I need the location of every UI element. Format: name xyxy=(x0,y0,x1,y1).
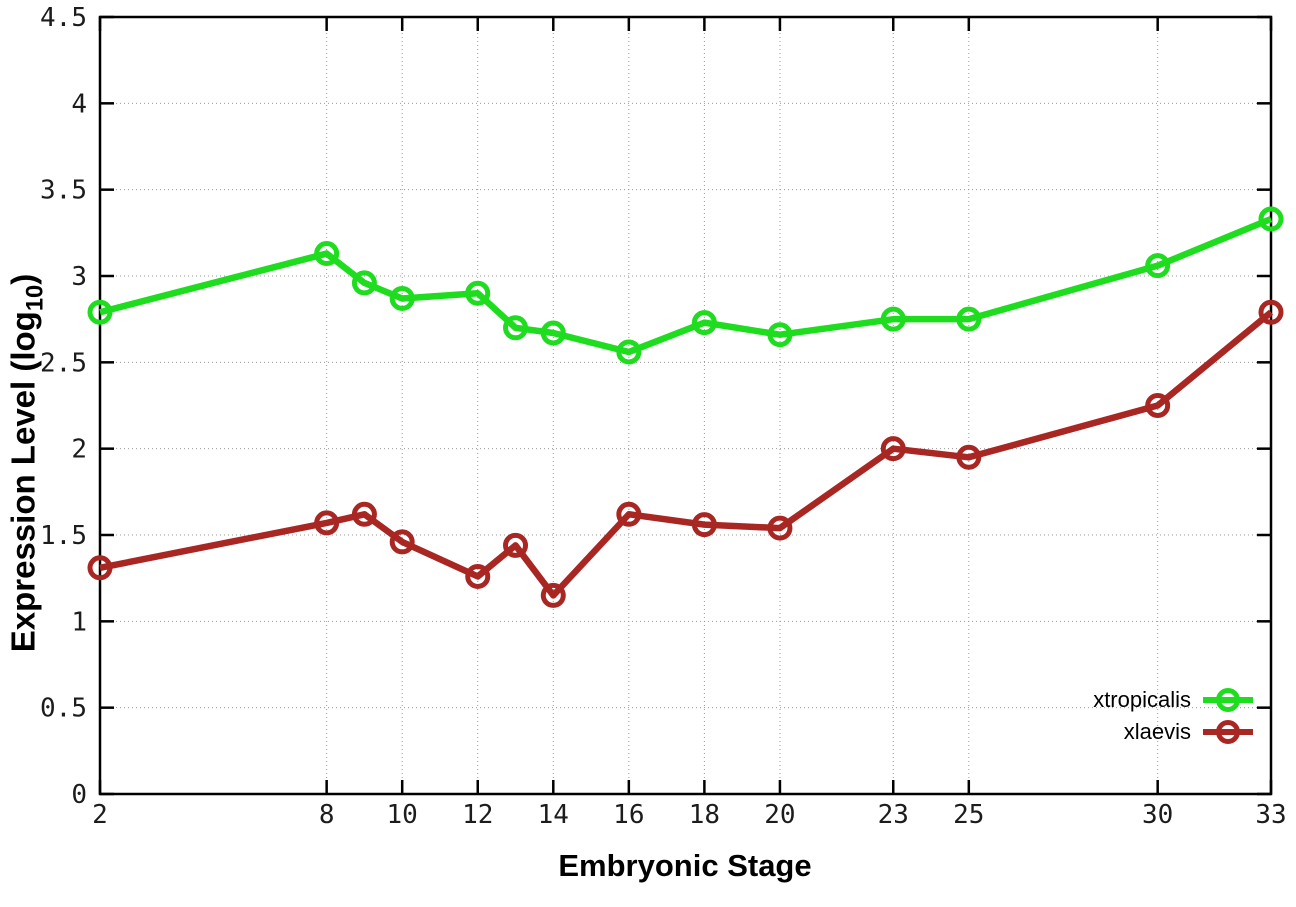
x-tick-label: 23 xyxy=(878,800,909,830)
data-point xyxy=(389,529,415,555)
data-point xyxy=(540,582,566,608)
x-tick-label: 2 xyxy=(92,800,108,830)
legend: xtropicalis xlaevis xyxy=(1093,684,1253,748)
legend-marker-xtropicalis xyxy=(1203,684,1253,716)
axis-tick-labels: 2 8 10 12 14 16 18 20 23 25 30 33 0 0.5 1 1.5 2 2.5 3 3.5 4 4… xyxy=(40,3,1287,830)
data-point xyxy=(503,532,529,558)
data-point xyxy=(389,285,415,311)
y-tick-label: 4 xyxy=(71,89,87,119)
x-tick-label: 33 xyxy=(1255,800,1286,830)
data-point xyxy=(351,270,377,296)
data-point xyxy=(351,501,377,527)
y-tick-label: 4.5 xyxy=(40,3,87,33)
data-point xyxy=(691,512,717,538)
y-tick-label: 3.5 xyxy=(40,176,87,206)
legend-label-xlaevis: xlaevis xyxy=(1123,719,1191,744)
x-tick-label: 16 xyxy=(613,800,644,830)
legend-circle-marker-icon xyxy=(1216,688,1240,712)
data-point xyxy=(956,444,982,470)
x-tick-label: 30 xyxy=(1142,800,1173,830)
data-point xyxy=(1258,206,1284,232)
legend-circle-marker-icon xyxy=(1216,720,1240,744)
data-point xyxy=(1145,393,1171,418)
y-axis-title-subscript: 10 xyxy=(21,284,49,312)
x-tick-label: 10 xyxy=(387,800,418,830)
data-point xyxy=(1145,253,1171,279)
y-tick-label: 1.5 xyxy=(40,521,87,551)
legend-row-xtropicalis: xtropicalis xyxy=(1093,684,1253,716)
y-axis-title-suffix: ) xyxy=(4,273,42,285)
data-point xyxy=(880,436,906,462)
legend-label-xtropicalis: xtropicalis xyxy=(1093,687,1191,712)
series-xtropicalis xyxy=(87,206,1284,365)
data-point xyxy=(87,555,113,581)
series-line-xlaevis xyxy=(99,309,1274,599)
data-point xyxy=(465,563,491,589)
axis-ticks xyxy=(98,15,1273,796)
x-axis-title: Embryonic Stage xyxy=(558,848,812,883)
data-point xyxy=(956,306,982,332)
data-point xyxy=(767,515,793,541)
y-tick-label: 1 xyxy=(71,607,87,637)
legend-row-xlaevis: xlaevis xyxy=(1093,716,1253,748)
x-tick-label: 20 xyxy=(764,800,795,830)
x-tick-label: 12 xyxy=(462,800,493,830)
data-point xyxy=(1258,299,1284,325)
y-tick-label: 2 xyxy=(71,435,87,465)
plot-border xyxy=(98,15,1273,796)
x-tick-label: 18 xyxy=(689,800,720,830)
x-tick-label: 14 xyxy=(538,800,569,830)
y-tick-label: 0 xyxy=(71,780,87,810)
data-point xyxy=(314,241,340,267)
data-point xyxy=(880,306,906,332)
series-line-xtropicalis xyxy=(99,216,1273,356)
data-point xyxy=(314,510,340,536)
data-point xyxy=(767,322,793,348)
y-tick-label: 2.5 xyxy=(40,348,87,378)
data-point xyxy=(616,339,642,365)
data-point xyxy=(616,501,642,527)
y-axis-title-text: Expression Level (log xyxy=(4,311,42,653)
data-point xyxy=(87,299,113,325)
legend-marker-xlaevis xyxy=(1203,716,1253,748)
grid xyxy=(99,16,1272,795)
x-tick-label: 8 xyxy=(319,800,335,830)
y-tick-label: 0.5 xyxy=(40,694,87,724)
data-point xyxy=(465,280,491,306)
data-point xyxy=(540,320,566,346)
data-point xyxy=(691,310,717,336)
y-tick-label: 3 xyxy=(71,262,87,292)
x-tick-label: 25 xyxy=(953,800,984,830)
series-xlaevis xyxy=(87,299,1284,608)
data-point xyxy=(503,315,529,341)
y-axis-title: Expression Level (log10) xyxy=(5,274,50,653)
